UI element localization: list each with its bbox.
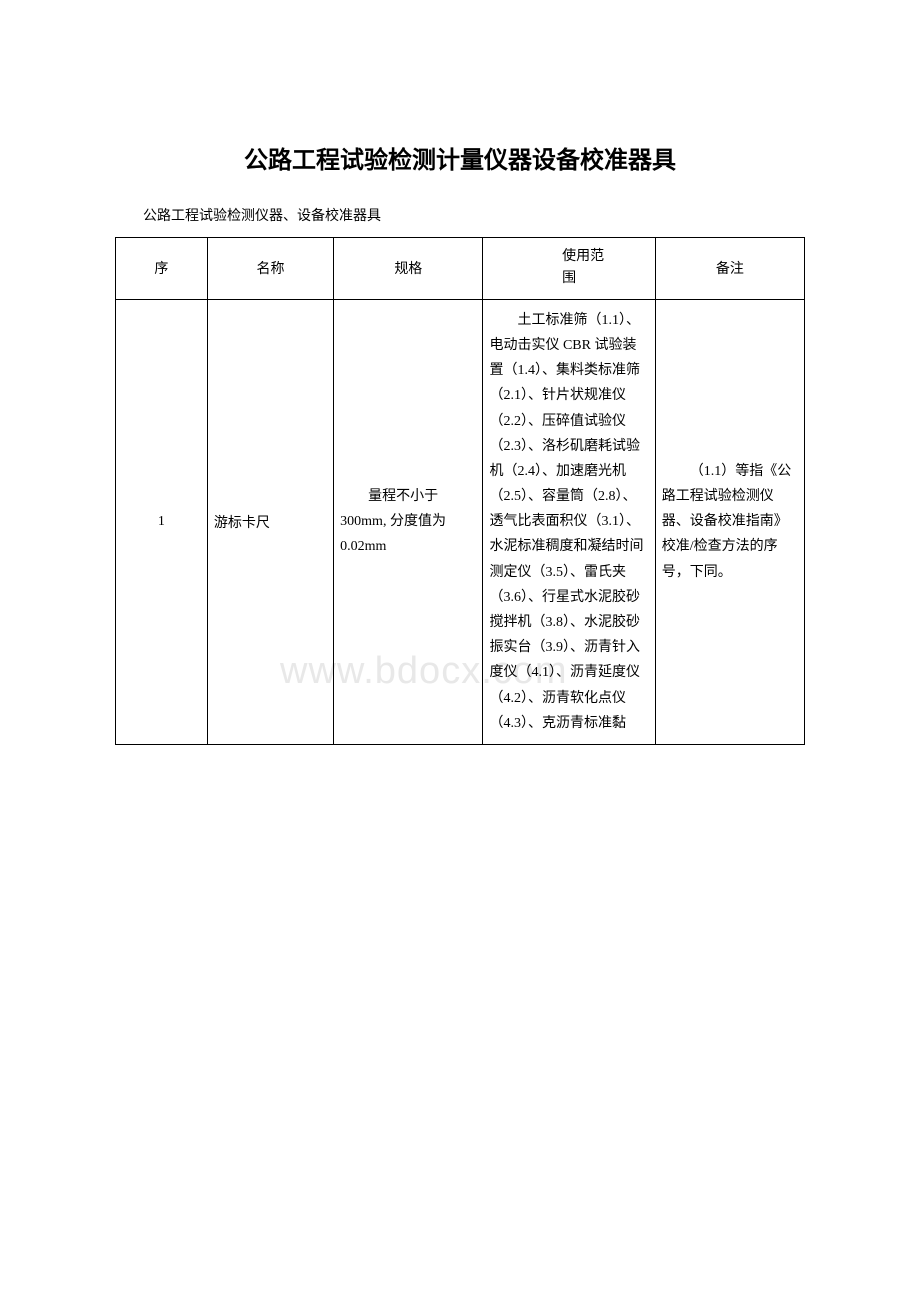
table-row: 1 游标卡尺 量程不小于 300mm, 分度值为0.02mm 土工标准筛（1.1… (116, 299, 805, 744)
cell-name: 游标卡尺 (207, 299, 333, 744)
header-name: 名称 (207, 238, 333, 300)
cell-spec: 量程不小于 300mm, 分度值为0.02mm (334, 299, 483, 744)
cell-seq: 1 (116, 299, 208, 744)
subtitle-text: 公路工程试验检测仪器、设备校准器具 (115, 205, 805, 225)
header-scope-line1: 使用范 (489, 246, 648, 268)
cell-scope: 土工标准筛（1.1）、电动击实仪 CBR 试验装置（1.4）、集料类标准筛（2.… (483, 299, 655, 744)
header-scope: 使用范 围 (483, 238, 655, 300)
header-spec: 规格 (334, 238, 483, 300)
header-note: 备注 (655, 238, 804, 300)
header-scope-line2: 围 (489, 268, 648, 290)
calibration-table: 序 名称 规格 使用范 围 备注 1 游标卡尺 量程不小于 300mm, 分度值… (115, 237, 805, 745)
table-header-row: 序 名称 规格 使用范 围 备注 (116, 238, 805, 300)
header-seq: 序 (116, 238, 208, 300)
page-title: 公路工程试验检测计量仪器设备校准器具 (115, 140, 805, 175)
cell-note: （1.1）等指《公路工程试验检测仪器、设备校准指南》校准/检查方法的序号，下同。 (655, 299, 804, 744)
